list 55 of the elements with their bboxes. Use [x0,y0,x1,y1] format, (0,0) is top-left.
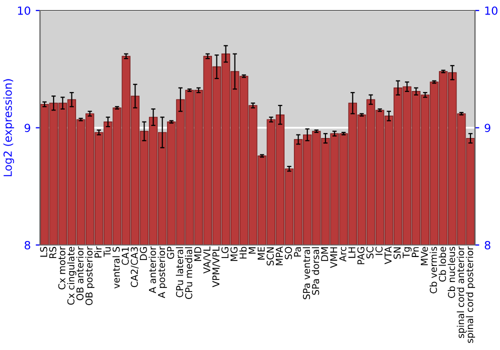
x-tick-label: OB anterior [76,246,84,300]
y2-tick-label: 8 [484,240,490,250]
x-tick-label: Cb nucleus [448,246,456,298]
x-tick-label: SN [394,247,401,259]
x-tick-label: Hb [239,246,247,259]
x-tick-label: A posterior [158,246,167,298]
x-tick-label: VTA [384,246,392,264]
x-tick-label: CPu medial [184,247,192,300]
x-tick-label: DM [321,247,328,261]
x-tick-label: LH [348,247,356,258]
x-tick-label: LG [221,247,229,258]
y-axis-title: Log2 (expression) [3,79,14,176]
y-tick-label: 10 [18,6,30,15]
x-tick-label: OB posterior [85,246,94,306]
x-tick-label: Cx cingulate [67,246,76,305]
x-tick-label: spinal cord anterior [456,246,466,338]
x-tick-label: VMH [330,247,338,268]
x-tick-label: VPM/VPL [212,246,220,288]
y-tick-label: 8 [24,240,30,250]
x-tick-label: SPa dorsal [312,247,320,295]
x-tick-label: LS [40,246,48,257]
x-tick-label: VA/VL [203,246,212,274]
x-tick-label: ventral S [112,246,120,288]
x-tick-label: Tg [402,247,412,258]
x-tick-label: SCN [266,247,274,266]
x-tick-label: SC [366,246,374,258]
x-tick-label: Pn [412,247,419,257]
x-tick-label: Cb lobe [438,246,446,282]
x-tick-label: PAG [357,247,364,264]
x-tick-label: SPa ventral [302,247,310,300]
x-tick-label: A anterior [148,246,156,294]
x-tick-label: Cb vermis [430,246,437,294]
x-tick-label: MVe [420,246,428,266]
x-tick-label: spinal cord posterior [466,246,476,343]
x-tick-label: MD [194,246,202,261]
x-tick-label: M [248,247,256,254]
x-tick-label: RS [49,246,56,258]
x-tick-label: Pir [94,246,102,258]
x-tick-label: Cx motor [58,246,66,290]
x-tick-label: ME [258,246,265,260]
x-tick-label: Tu [104,247,111,257]
x-tick-label: CPu lateral [176,247,184,298]
x-tick-label: IC [375,246,383,255]
y2-tick-label: 9 [484,124,490,132]
x-tick-label: Arc [339,246,346,262]
y2-tick-label: 10 [485,6,498,15]
x-tick-label: MPA [276,246,283,266]
x-tick-label: SO [284,246,292,260]
y-tick-label: 9 [24,124,30,132]
x-tick-label: DG [140,247,147,260]
x-tick-label: Pa [294,247,302,257]
x-tick-label: CA1 [122,247,129,265]
x-tick-label: MG [230,247,238,261]
x-tick-label: GP [167,246,174,259]
x-tick-label: CA2/CA3 [130,247,139,288]
